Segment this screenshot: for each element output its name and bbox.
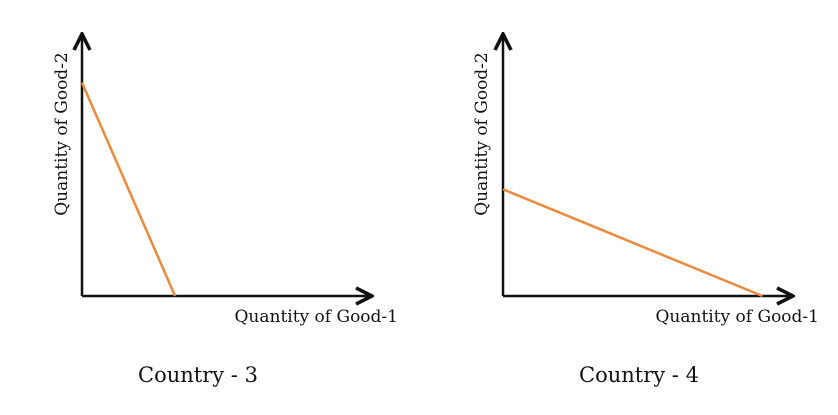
ppf-line (80, 82, 177, 297)
panel-country-3: Quantity of Good-1 Quantity of Good-2 Co… (52, 34, 398, 387)
x-axis-label: Quantity of Good-1 (655, 307, 819, 327)
country-caption: Country - 4 (579, 363, 699, 387)
y-axis-label: Quantity of Good-2 (52, 52, 72, 216)
country-caption: Country - 3 (138, 363, 258, 387)
y-axis-label: Quantity of Good-2 (472, 52, 492, 216)
x-axis-label: Quantity of Good-1 (234, 307, 398, 327)
panel-country-4: Quantity of Good-1 Quantity of Good-2 Co… (472, 34, 819, 387)
ppf-line (502, 188, 763, 298)
